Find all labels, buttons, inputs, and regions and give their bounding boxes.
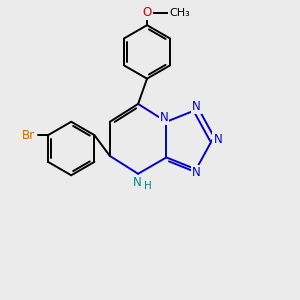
Text: Br: Br [22,129,35,142]
Text: N: N [192,100,201,113]
Text: N: N [133,176,142,189]
Text: N: N [160,111,168,124]
Text: H: H [144,181,152,191]
Text: O: O [142,6,152,19]
Text: N: N [213,133,222,146]
Text: CH₃: CH₃ [169,8,190,18]
Text: N: N [192,166,201,179]
